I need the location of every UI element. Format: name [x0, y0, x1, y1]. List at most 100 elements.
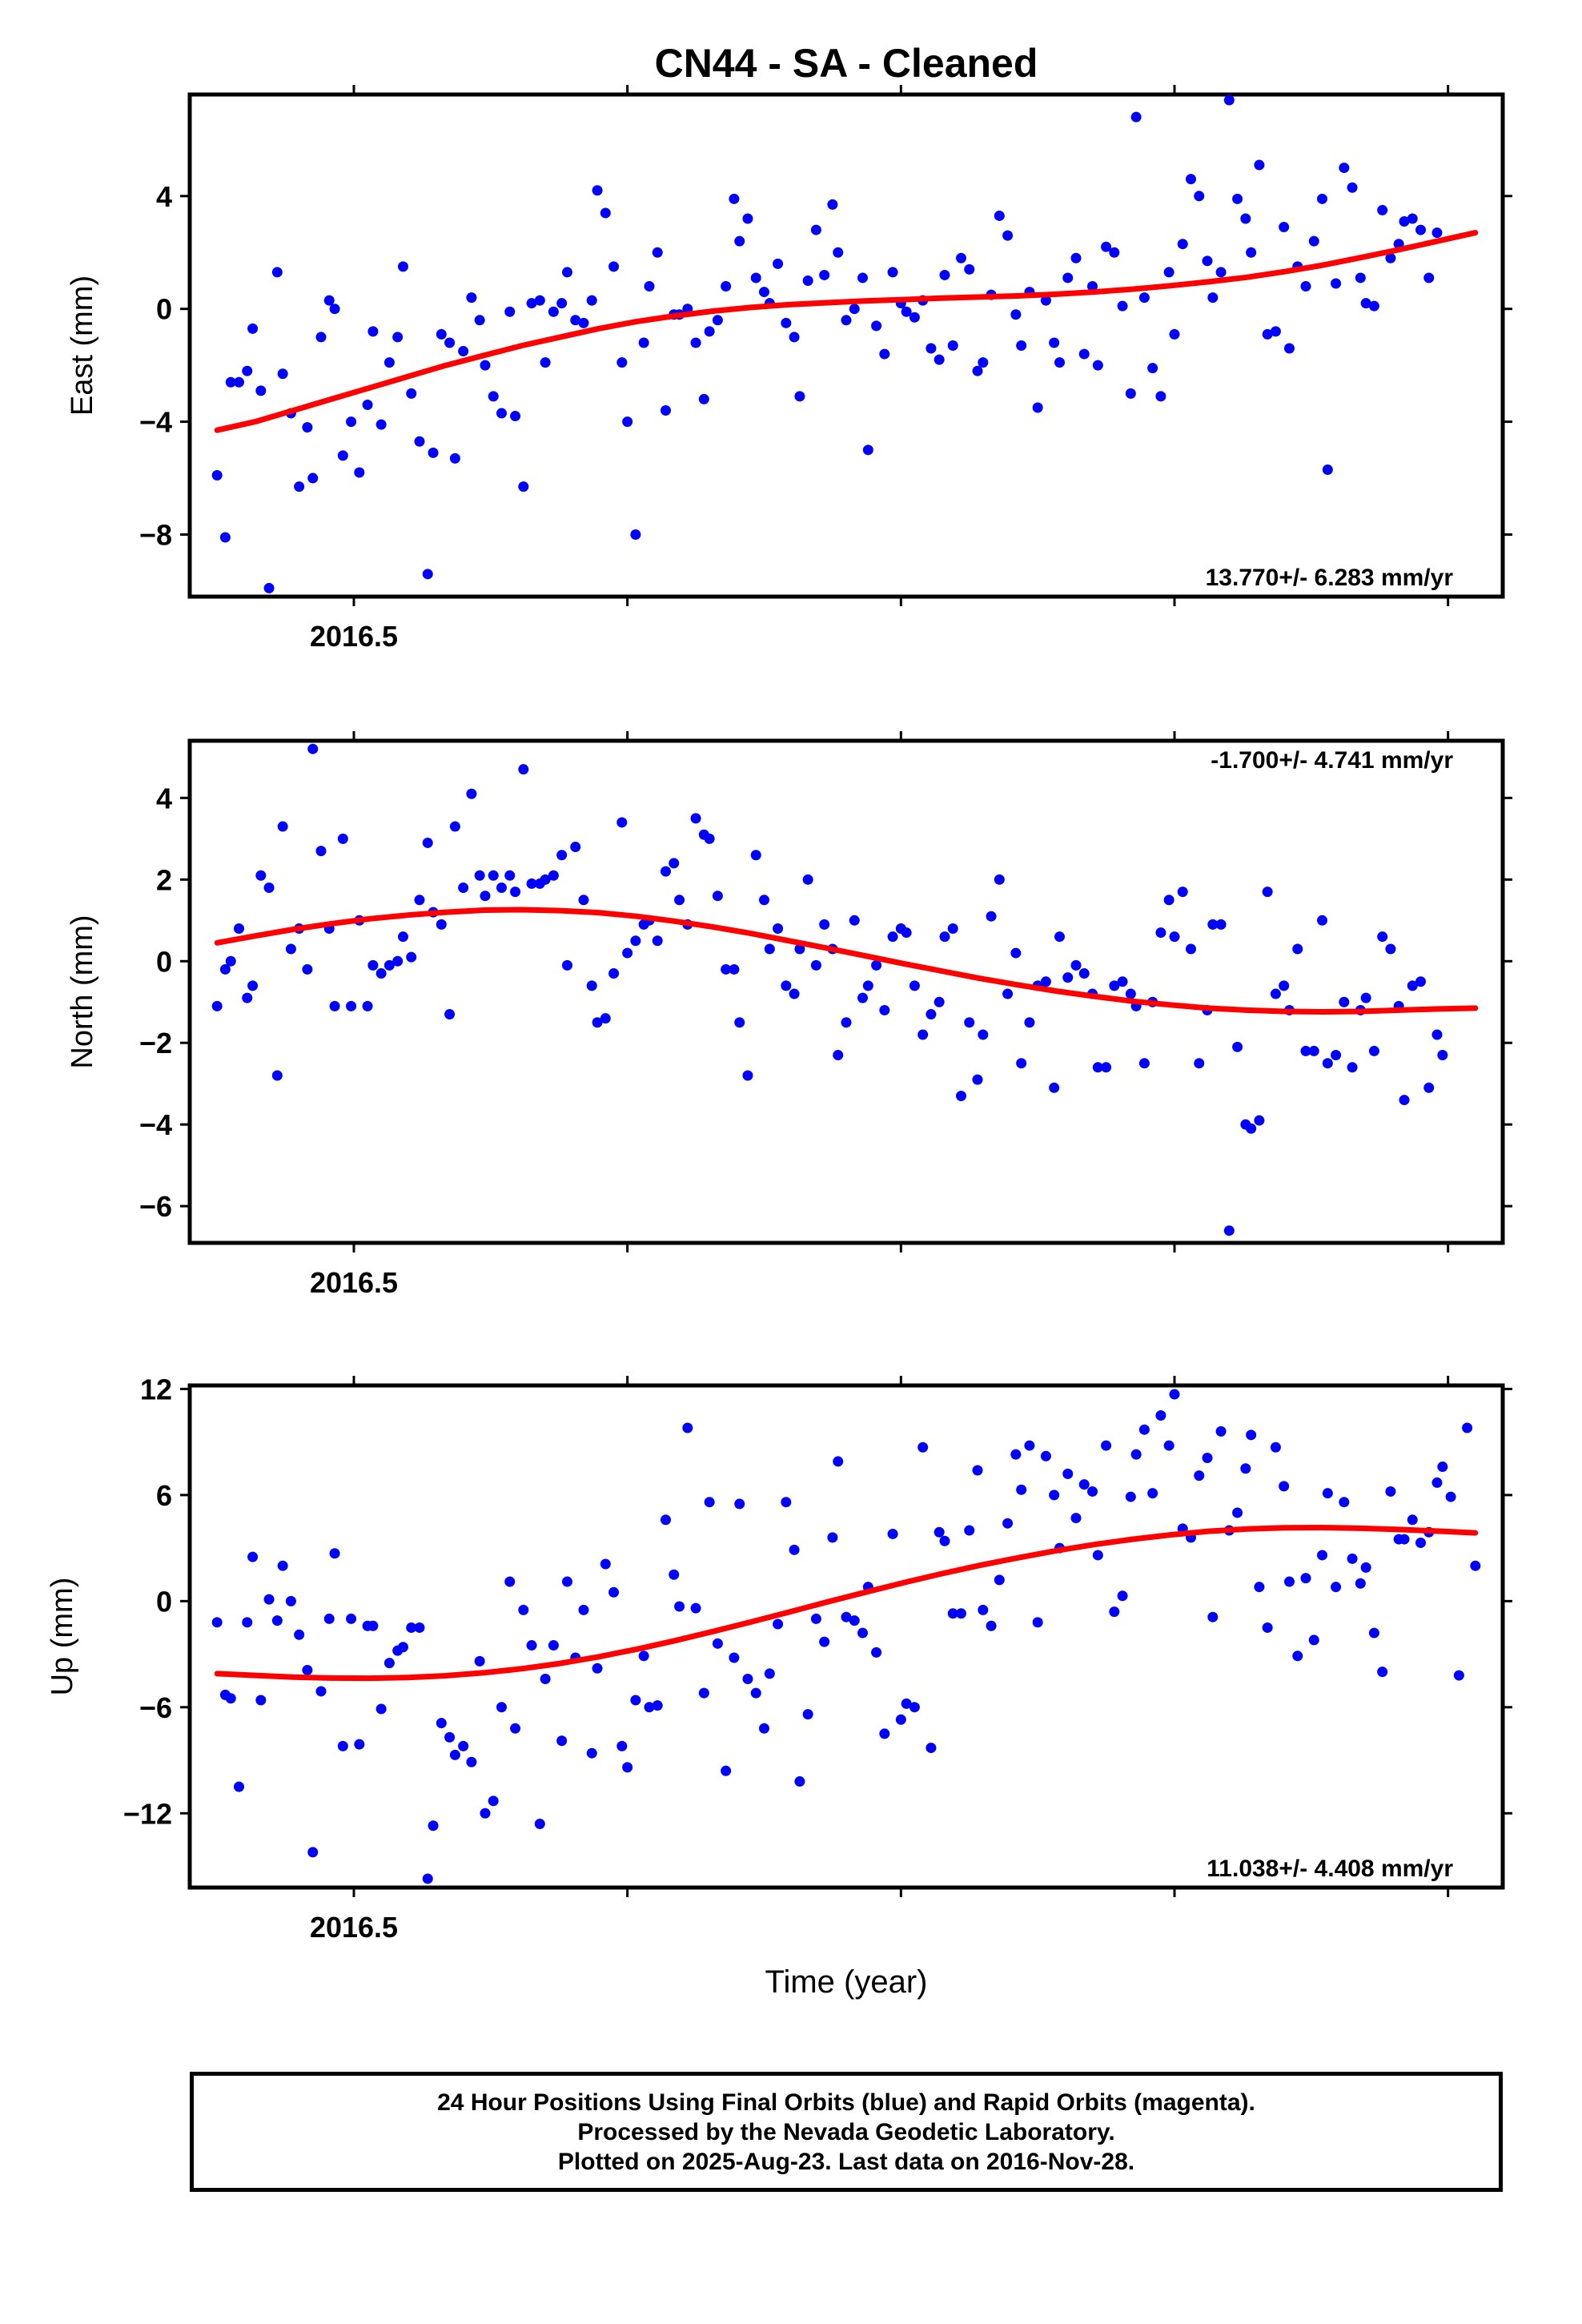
data-point — [1125, 988, 1136, 999]
data-point — [562, 959, 572, 971]
data-point — [436, 328, 447, 340]
data-point — [600, 1558, 611, 1570]
data-point — [242, 1617, 253, 1628]
data-point — [337, 1740, 348, 1751]
data-point — [592, 1663, 603, 1674]
data-point — [781, 1497, 792, 1508]
data-point — [1317, 1550, 1327, 1561]
data-point — [630, 1695, 641, 1706]
data-point — [1177, 887, 1188, 898]
data-point — [712, 315, 723, 326]
data-point — [994, 210, 1005, 221]
data-point — [1407, 1514, 1418, 1526]
data-point — [616, 357, 628, 368]
data-point — [1117, 300, 1128, 312]
data-point — [1125, 1491, 1136, 1502]
data-point — [383, 357, 395, 368]
data-point — [444, 1731, 456, 1743]
data-point — [480, 1807, 491, 1819]
y-tick-label: −4 — [139, 1108, 172, 1141]
data-point — [827, 1532, 838, 1543]
data-point — [504, 870, 516, 881]
data-point — [449, 821, 460, 832]
data-point — [1308, 235, 1319, 247]
data-point — [1016, 1484, 1027, 1495]
data-point — [1300, 281, 1311, 292]
data-point — [810, 959, 821, 971]
data-point — [285, 943, 296, 955]
data-point — [1032, 1617, 1043, 1628]
data-point — [1194, 1058, 1205, 1069]
data-point — [857, 1627, 868, 1638]
data-point — [562, 1576, 572, 1587]
data-point — [1054, 931, 1065, 943]
data-point — [556, 850, 568, 861]
data-point — [496, 883, 507, 894]
data-point — [917, 1441, 929, 1453]
data-point — [1054, 357, 1065, 368]
data-point — [367, 326, 379, 337]
data-point — [1202, 255, 1213, 267]
data-point — [729, 1652, 740, 1663]
data-point — [759, 287, 769, 298]
data-point — [398, 1642, 408, 1653]
data-point — [1062, 972, 1074, 983]
data-point — [277, 1560, 288, 1571]
x-axis-label: Time (year) — [765, 1964, 928, 2000]
data-point — [1040, 976, 1051, 987]
data-point — [901, 927, 912, 939]
data-point — [234, 1781, 244, 1792]
y-axis-label: Up (mm) — [46, 1578, 79, 1696]
data-point — [1308, 1634, 1319, 1646]
data-point — [972, 1465, 983, 1476]
data-point — [1462, 1422, 1473, 1433]
data-point — [398, 931, 408, 943]
data-point — [1308, 1045, 1319, 1056]
data-point — [1347, 1062, 1358, 1073]
data-point — [1385, 252, 1396, 263]
data-point — [302, 1664, 313, 1675]
data-point — [794, 391, 805, 402]
data-point — [1431, 1029, 1443, 1040]
data-point — [939, 1535, 950, 1546]
data-point — [362, 1000, 373, 1011]
data-point — [383, 1658, 395, 1669]
y-tick-label: −8 — [139, 519, 172, 552]
data-point — [674, 1601, 685, 1612]
data-point — [277, 821, 288, 832]
data-point — [600, 207, 611, 219]
data-point — [887, 267, 898, 278]
data-point — [704, 1497, 715, 1508]
y-axis-label: North (mm) — [66, 915, 99, 1068]
data-point — [794, 1776, 805, 1787]
data-point — [315, 846, 327, 857]
data-point — [773, 1618, 784, 1630]
data-point — [802, 874, 813, 885]
data-point — [1117, 976, 1128, 987]
data-point — [1407, 213, 1418, 224]
data-point — [1215, 1425, 1227, 1437]
data-point — [1339, 996, 1350, 1007]
data-point — [764, 1668, 775, 1679]
data-point — [510, 1723, 521, 1734]
data-point — [1437, 1050, 1448, 1061]
data-point — [1207, 919, 1219, 930]
data-point — [759, 895, 769, 906]
data-point — [323, 295, 335, 306]
data-point — [307, 472, 319, 484]
data-point — [712, 891, 723, 902]
data-point — [773, 923, 784, 934]
data-point — [1125, 388, 1136, 399]
data-point — [1415, 1537, 1426, 1548]
data-point — [458, 346, 469, 357]
data-point — [1002, 988, 1014, 999]
data-point — [367, 959, 379, 971]
data-point — [1232, 193, 1243, 204]
data-point — [901, 306, 912, 317]
y-tick-label: 4 — [156, 180, 172, 213]
data-point — [225, 1693, 236, 1704]
x-tick-label: 2016.5 — [310, 1266, 398, 1299]
data-point — [810, 1613, 821, 1624]
data-point — [488, 870, 499, 881]
data-point — [1415, 976, 1426, 987]
